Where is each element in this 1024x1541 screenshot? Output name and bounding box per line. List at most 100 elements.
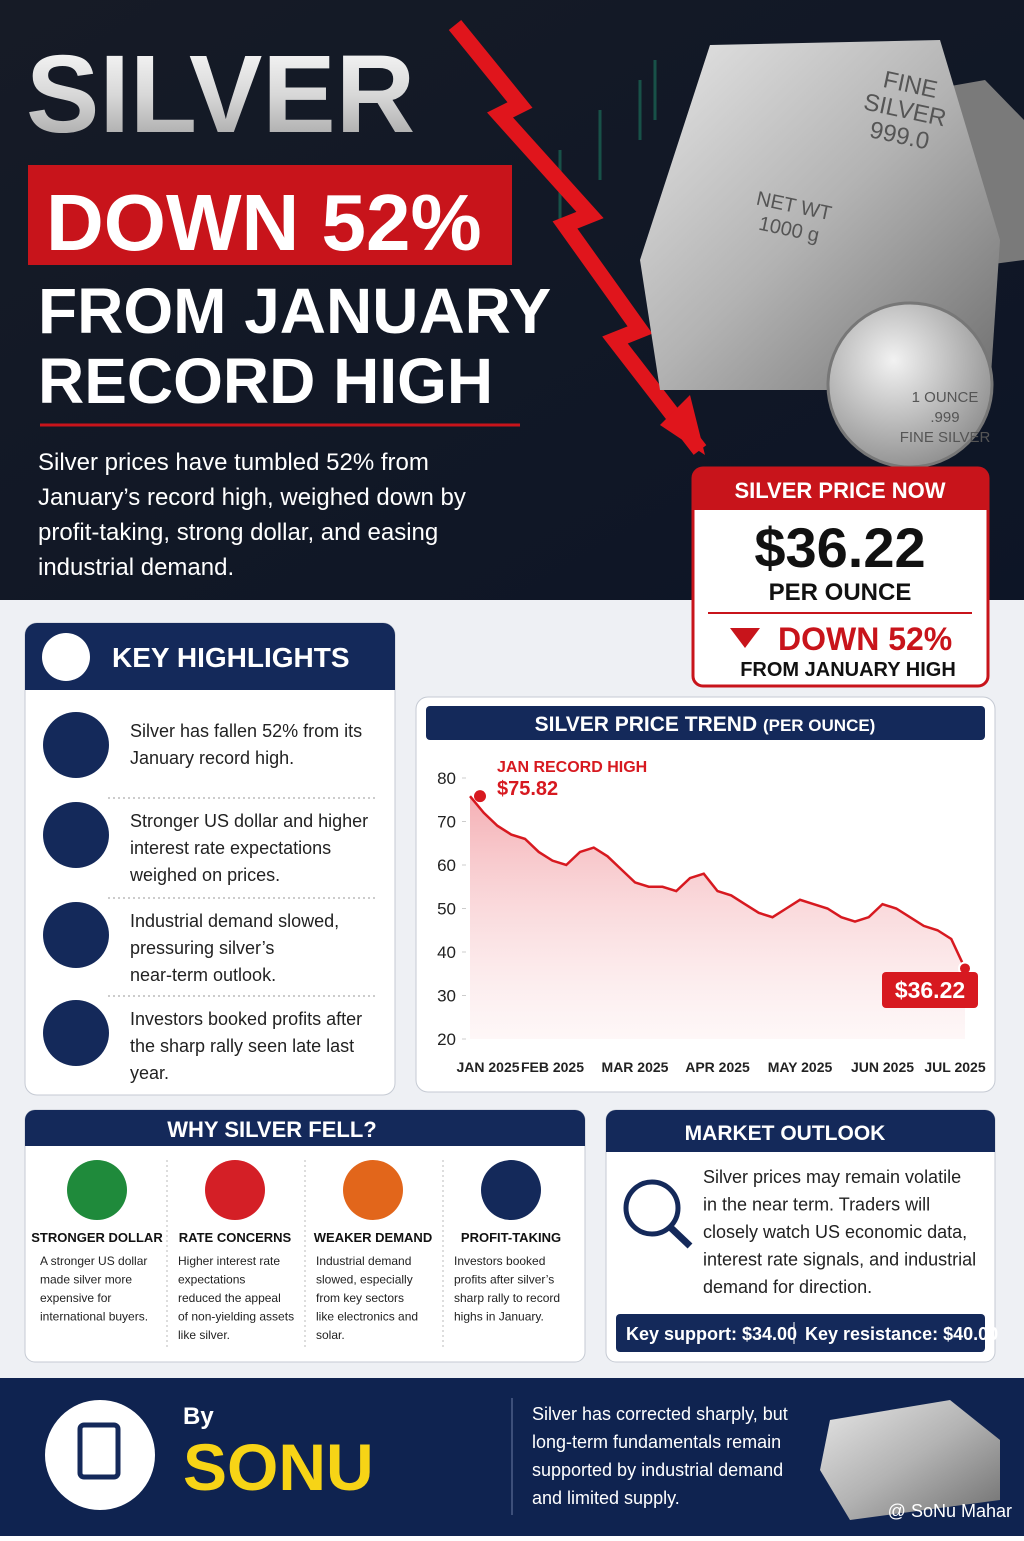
why-item-text: profits after silver’s: [454, 1273, 554, 1287]
value-label-bg: [882, 972, 978, 1008]
highlight-icon: [43, 712, 109, 778]
down-triangle: [730, 628, 760, 648]
why-title: WHY SILVER FELL?: [167, 1117, 376, 1142]
outlook-text: closely watch US economic data,: [703, 1222, 967, 1242]
highlight-text: Industrial demand slowed,: [130, 911, 339, 931]
support: Key support: $34.00: [626, 1324, 797, 1344]
highlight-text: Silver has fallen 52% from its: [130, 721, 362, 741]
outlook-text: Silver prices may remain volatile: [703, 1167, 961, 1187]
outlook-icon-handle: [667, 1224, 693, 1249]
x-tick-label: JAN 2025: [456, 1059, 519, 1075]
coin-text: FINE SILVER: [900, 429, 991, 446]
price-change: DOWN 52%: [778, 621, 952, 657]
y-tick-label: 80: [437, 769, 456, 788]
outlook-icon: [623, 1179, 681, 1237]
why-item-text: sharp rally to record: [454, 1291, 560, 1305]
highlight-icon: [43, 1000, 109, 1066]
description: January’s record high, weighed down by: [38, 484, 466, 511]
highlight-text: weighed on prices.: [129, 865, 280, 885]
why-item-title: PROFIT-TAKING: [461, 1230, 561, 1245]
y-tick-label: 30: [437, 987, 456, 1006]
why-item-text: Higher interest rate: [178, 1254, 280, 1268]
why-item-title: STRONGER DOLLAR: [31, 1230, 163, 1245]
price-unit: PER OUNCE: [769, 579, 912, 606]
outlook-text: demand for direction.: [703, 1277, 872, 1297]
why-item-text: international buyers.: [40, 1310, 148, 1324]
why-item-text: reduced the appeal: [178, 1291, 281, 1305]
highlights-header: [25, 623, 395, 690]
why-header: [25, 1110, 585, 1146]
y-tick-label: 20: [437, 1030, 456, 1049]
highlight-text: the sharp rally seen late last: [130, 1036, 354, 1056]
line: [469, 795, 967, 969]
arrow-head: [660, 395, 705, 455]
outlook-text: in the near term. Traders will: [703, 1195, 930, 1215]
x-tick-label: APR 2025: [685, 1059, 750, 1075]
highlight-text: near-term outlook.: [130, 965, 276, 985]
price-label: SILVER PRICE NOW: [734, 478, 945, 503]
area: [470, 796, 965, 1039]
why-item-title: WEAKER DEMAND: [314, 1230, 432, 1245]
why-item-text: of non-yielding assets: [178, 1310, 294, 1324]
description: profit-taking, strong dollar, and easing: [38, 519, 438, 546]
highlight-icon: [43, 902, 109, 968]
value-label: $36.22: [895, 977, 965, 1003]
levels-bar: [616, 1314, 985, 1352]
outlook-header: [606, 1110, 995, 1152]
x-tick-label: JUN 2025: [851, 1059, 914, 1075]
author: SONU: [183, 1430, 374, 1504]
highlight-text: Stronger US dollar and higher: [130, 811, 368, 831]
why-item-text: slowed, especially: [316, 1273, 413, 1287]
why-item-text: like electronics and: [316, 1310, 418, 1324]
banner-bg: [28, 165, 512, 265]
chart-title-main: SILVER PRICE TREND: [535, 713, 757, 736]
price-box-header: [693, 468, 988, 510]
by: By: [183, 1403, 214, 1430]
outlook-text: interest rate signals, and industrial: [703, 1250, 976, 1270]
why-item-text: expectations: [178, 1273, 245, 1287]
price: $36.22: [754, 516, 925, 579]
why-icon: [205, 1160, 265, 1220]
author-doc: [77, 1422, 121, 1480]
why-item-text: highs in January.: [454, 1310, 544, 1324]
why-item-title: RATE CONCERNS: [179, 1230, 292, 1245]
footer-text: long-term fundamentals remain: [532, 1432, 781, 1452]
y-tick-label: 70: [437, 813, 456, 832]
why-item-text: A stronger US dollar: [40, 1254, 147, 1268]
author-icon: [45, 1400, 155, 1510]
footer-bars: [820, 1400, 1000, 1520]
x-tick-label: FEB 2025: [521, 1059, 584, 1075]
why-item-text: Industrial demand: [316, 1254, 411, 1268]
down-arrow: [448, 19, 707, 455]
why-item-text: Investors booked: [454, 1254, 545, 1268]
why-icon: [481, 1160, 541, 1220]
outlook-title: MARKET OUTLOOK: [685, 1122, 886, 1145]
resistance: Key resistance: $40.00: [805, 1324, 998, 1344]
why-item-text: expensive for: [40, 1291, 111, 1305]
title: SILVER: [26, 33, 415, 156]
highlight-icon: [43, 802, 109, 868]
why-icon: [67, 1160, 127, 1220]
x-tick-label: MAR 2025: [602, 1059, 669, 1075]
highlight-text: year.: [130, 1063, 169, 1083]
watermark: @ SoNu Mahar: [888, 1501, 1012, 1521]
chart-title: SILVER PRICE TREND (PER OUNCE): [535, 713, 876, 736]
why-item-text: solar.: [316, 1328, 345, 1342]
footer-text: and limited supply.: [532, 1488, 680, 1508]
annotation: JAN RECORD HIGH: [497, 759, 647, 776]
footer-text: supported by industrial demand: [532, 1460, 783, 1480]
value-label: $75.82: [497, 778, 558, 800]
y-tick-label: 50: [437, 900, 456, 919]
description: industrial demand.: [38, 554, 234, 581]
chart-title-bar: [426, 706, 985, 740]
footer-text: Silver has corrected sharply, but: [532, 1404, 788, 1424]
x-tick-label: JUL 2025: [924, 1059, 985, 1075]
price-change-note: FROM JANUARY HIGH: [740, 659, 956, 681]
why-item-text: made silver more: [40, 1273, 132, 1287]
y-tick-label: 60: [437, 856, 456, 875]
why-icon: [343, 1160, 403, 1220]
coin-text: .999: [930, 409, 959, 426]
highlight-text: pressuring silver’s: [130, 938, 274, 958]
